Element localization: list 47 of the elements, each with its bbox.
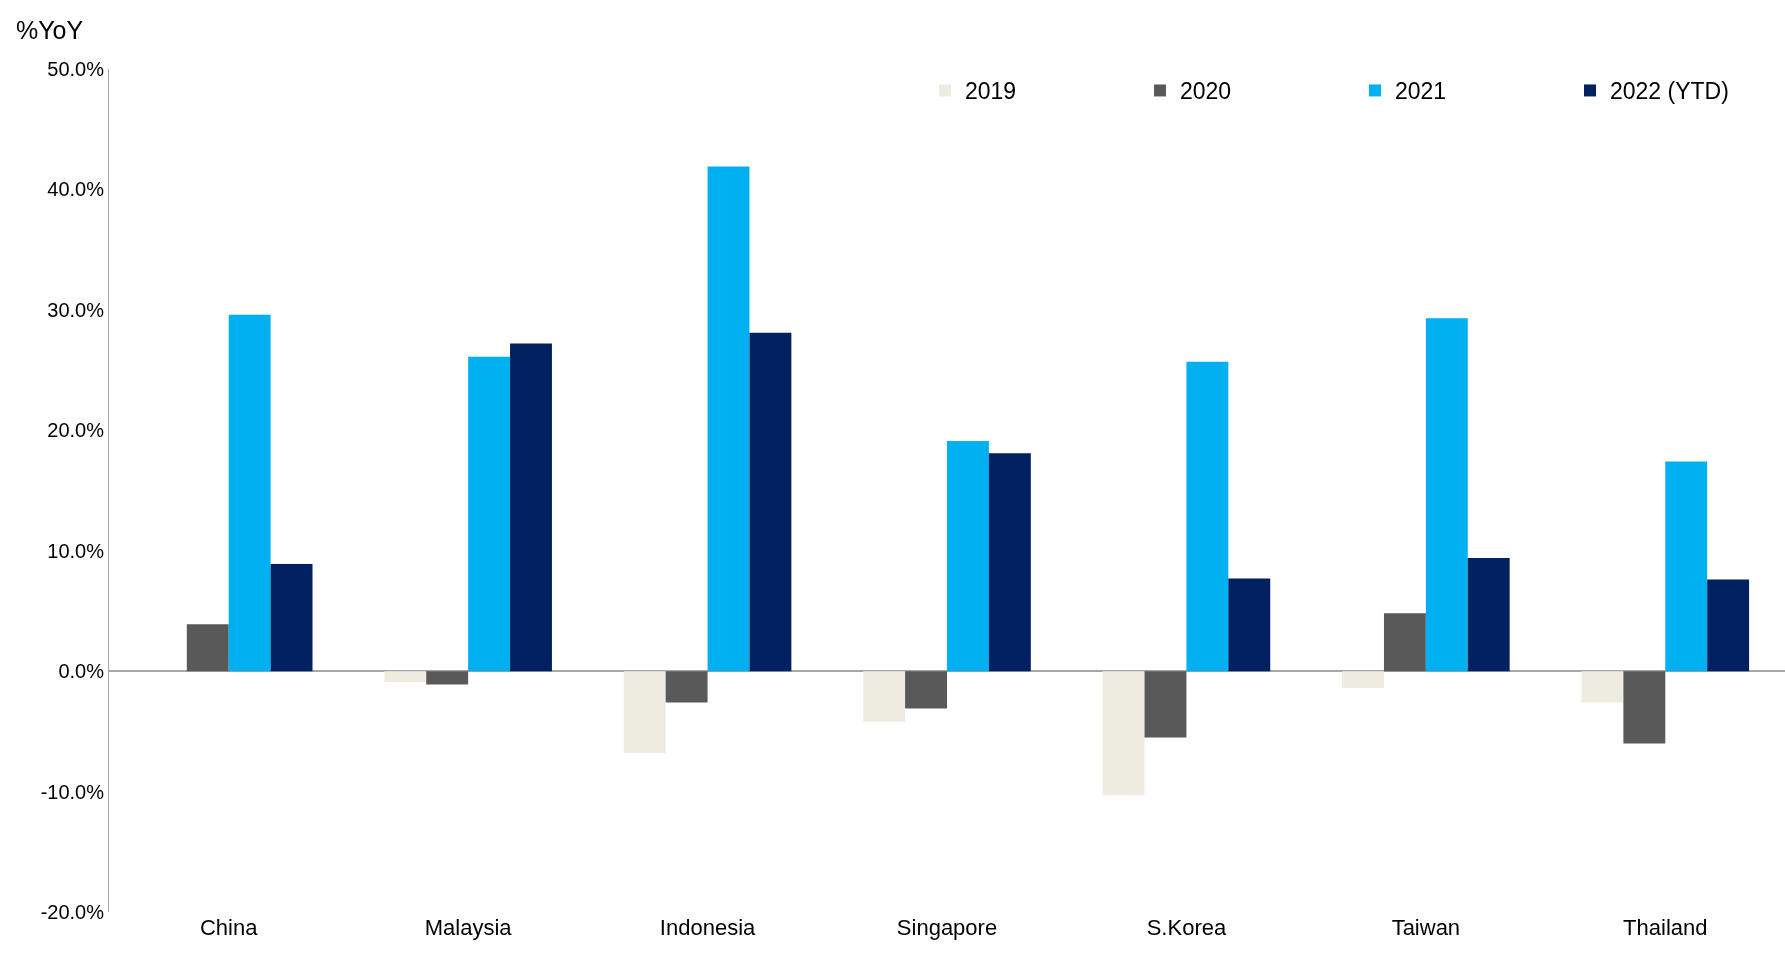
bar — [186, 624, 229, 672]
x-tick-label: Singapore — [896, 915, 998, 940]
y-tick-label: 0.0% — [58, 660, 105, 683]
y-tick-label: 30.0% — [47, 298, 105, 321]
x-tick-label: Malaysia — [424, 915, 513, 940]
bar — [468, 356, 511, 672]
x-tick-label: China — [199, 915, 259, 940]
bar — [863, 671, 906, 722]
bar — [947, 441, 989, 672]
bar — [510, 343, 552, 672]
bar — [1467, 557, 1510, 672]
legend-label: 2019 — [965, 78, 1017, 105]
bar — [749, 332, 792, 672]
bar — [988, 453, 1031, 672]
bar — [1581, 671, 1624, 703]
y-tick-label: -10.0% — [40, 780, 105, 803]
bar — [1425, 318, 1468, 672]
y-axis-title: %YoY — [16, 16, 84, 44]
legend-label: 2022 (YTD) — [1610, 78, 1729, 105]
y-tick-label: -20.0% — [40, 901, 105, 923]
bar — [270, 563, 313, 672]
bar — [1342, 671, 1384, 688]
bar — [1228, 578, 1271, 672]
bar — [1707, 579, 1750, 672]
bar — [905, 671, 947, 709]
bar — [1102, 671, 1145, 796]
y-tick-label: 10.0% — [47, 539, 105, 562]
bar — [426, 671, 469, 685]
bar — [228, 314, 271, 672]
bar — [1665, 461, 1708, 672]
bar — [1383, 613, 1426, 672]
x-tick-label: S.Korea — [1146, 915, 1227, 940]
bar — [707, 166, 750, 672]
bar — [1144, 671, 1187, 738]
bar — [623, 671, 666, 754]
bar — [1623, 671, 1666, 744]
legend-label: 2021 — [1395, 78, 1447, 105]
x-tick-label: Indonesia — [659, 915, 757, 940]
y-tick-label: 40.0% — [47, 178, 105, 201]
x-tick-label: Taiwan — [1391, 915, 1461, 940]
bar — [384, 671, 427, 682]
x-tick-label: Thailand — [1623, 915, 1708, 940]
bar — [1186, 361, 1229, 672]
legend-label: 2020 — [1180, 78, 1232, 105]
y-tick-label: 20.0% — [47, 419, 105, 442]
bar — [665, 671, 708, 703]
y-tick-label: 50.0% — [47, 58, 105, 80]
